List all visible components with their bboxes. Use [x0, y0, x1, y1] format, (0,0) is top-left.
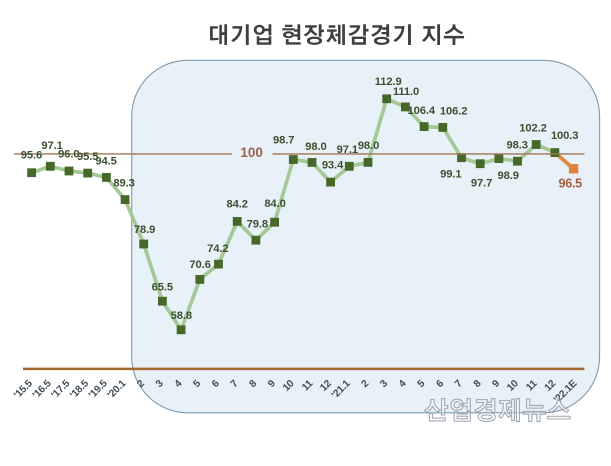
svg-text:111.0: 111.0 [393, 86, 419, 98]
svg-text:65.5: 65.5 [152, 282, 173, 294]
svg-text:97.7: 97.7 [471, 178, 492, 190]
svg-text:99.1: 99.1 [440, 169, 461, 181]
svg-text:95.6: 95.6 [21, 149, 42, 161]
svg-text:106.2: 106.2 [440, 106, 468, 118]
svg-text:78.9: 78.9 [134, 224, 155, 236]
svg-text:112.9: 112.9 [375, 76, 402, 88]
svg-text:97.1: 97.1 [337, 144, 358, 156]
svg-text:95.5: 95.5 [77, 151, 98, 163]
svg-text:98.9: 98.9 [498, 170, 519, 182]
svg-text:98.3: 98.3 [507, 140, 528, 152]
svg-text:94.5: 94.5 [95, 155, 116, 167]
svg-text:89.3: 89.3 [113, 178, 134, 190]
svg-text:106.4: 106.4 [408, 105, 436, 117]
svg-text:93.4: 93.4 [322, 160, 344, 172]
svg-text:98.7: 98.7 [273, 134, 294, 146]
svg-text:96.5: 96.5 [559, 176, 583, 190]
svg-text:84.0: 84.0 [264, 198, 285, 210]
svg-text:102.2: 102.2 [519, 123, 547, 135]
svg-text:58.8: 58.8 [171, 310, 192, 322]
svg-text:98.0: 98.0 [358, 140, 379, 152]
svg-text:100: 100 [240, 145, 263, 160]
svg-text:97.1: 97.1 [41, 140, 62, 152]
svg-text:74.2: 74.2 [207, 243, 228, 255]
svg-text:96.0: 96.0 [58, 148, 79, 160]
svg-text:79.8: 79.8 [247, 218, 268, 230]
svg-text:98.0: 98.0 [305, 141, 326, 153]
svg-text:70.6: 70.6 [189, 259, 210, 271]
svg-text:100.3: 100.3 [551, 130, 579, 142]
svg-text:84.2: 84.2 [227, 198, 248, 210]
